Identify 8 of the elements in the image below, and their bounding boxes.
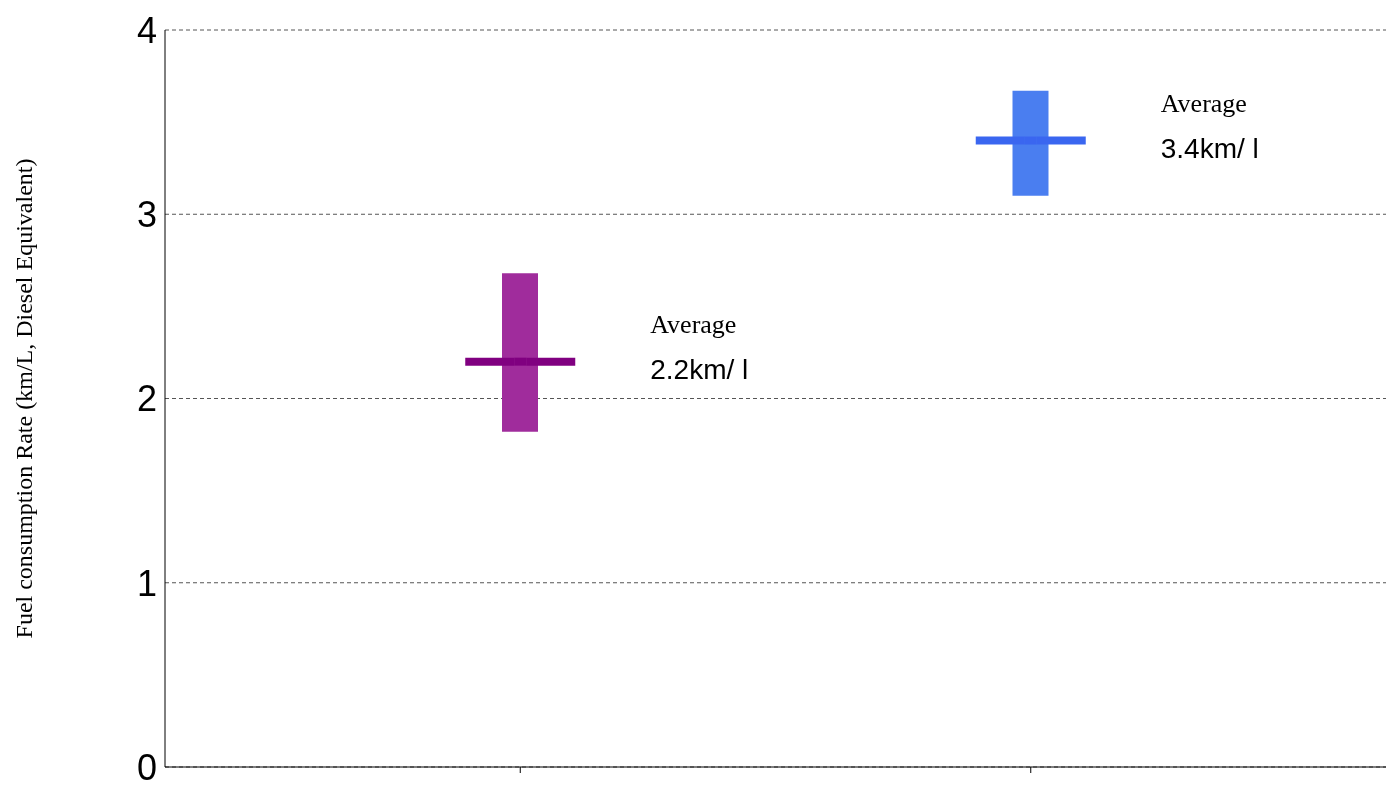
y-tick-label: 0 — [136, 746, 157, 788]
y-tick-label: 2 — [136, 378, 157, 420]
annotation: Average 3.4km/ l — [1160, 89, 1259, 165]
y-tick-label: 3 — [136, 194, 157, 236]
y-tick-label: 1 — [136, 562, 157, 604]
y-axis-title: Fuel consumption Rate (km/L, Diesel Equivalent) — [10, 158, 37, 639]
y-tick-label: 4 — [136, 9, 157, 51]
annotation: Average 2.2km/ l — [650, 310, 749, 386]
